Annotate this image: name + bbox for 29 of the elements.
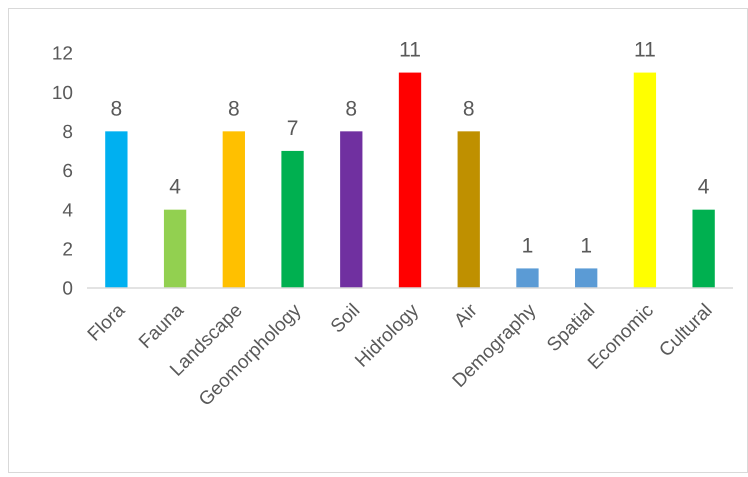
y-tick-label: 4 [62,200,74,222]
data-label: 4 [169,176,182,199]
data-label: 1 [522,234,534,258]
bar [458,131,480,288]
y-tick-label: 2 [62,239,73,260]
data-label: 7 [286,116,298,140]
data-label: 11 [399,38,421,62]
bar [222,131,245,288]
bar [575,268,598,288]
bar [105,131,128,288]
data-label: 11 [634,38,656,62]
bar [634,72,656,288]
data-label: 8 [110,97,122,120]
data-label: 1 [580,234,592,258]
bar [164,210,186,288]
bar [692,210,715,288]
y-tick-label: 12 [52,44,73,65]
y-tick-label: 8 [62,122,73,143]
y-tick-label: 10 [52,82,73,104]
data-label: 4 [698,176,710,199]
bar [516,268,539,288]
data-label: 8 [228,97,240,120]
data-label: 8 [345,97,358,120]
data-label: 8 [462,97,475,120]
bar [281,150,304,288]
y-tick-label: 0 [62,278,73,300]
bar [398,72,422,288]
bar [340,131,362,288]
y-tick-label: 6 [62,161,73,182]
